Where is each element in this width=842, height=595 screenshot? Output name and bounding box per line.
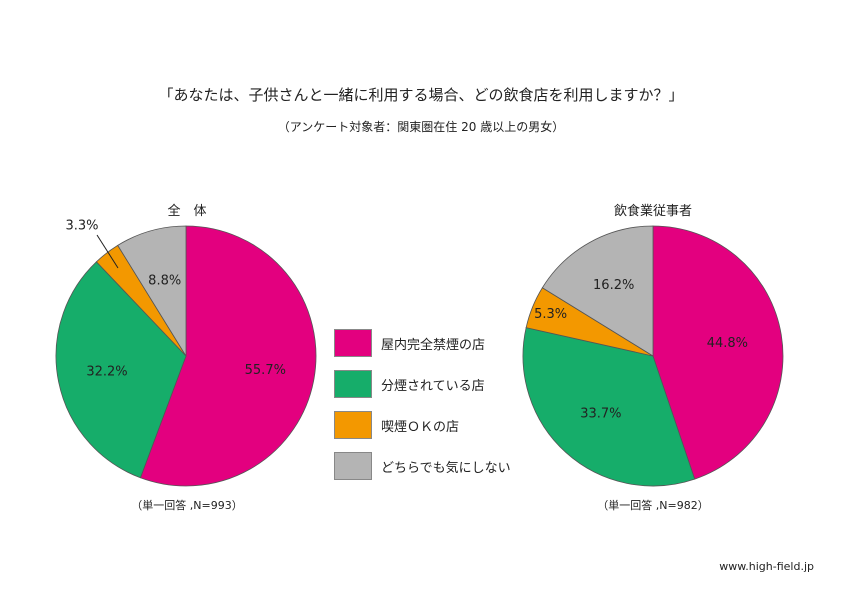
legend-swatch <box>334 452 372 480</box>
legend-item-smoking-ok: 喫煙ＯＫの店 <box>334 410 511 440</box>
pie-slice <box>139 225 317 487</box>
data-label: 44.8% <box>707 336 748 351</box>
data-label: 55.7% <box>245 363 286 378</box>
legend-label: 分煙されている店 <box>381 378 485 394</box>
chart-note-food-industry: （単一回答 ,N=982） <box>597 499 709 512</box>
page-title: 「あなたは、子供さんと一緒に利用する場合、どの飲食店を利用しますか？」 <box>158 86 684 104</box>
chart-title-overall: 全 体 <box>167 204 207 219</box>
legend-label: どちらでも気にしない <box>381 460 511 476</box>
pie-slice <box>522 327 696 487</box>
data-label: 3.3% <box>65 219 98 234</box>
legend: 屋内完全禁煙の店 分煙されている店 喫煙ＯＫの店 どちらでも気にしない <box>334 328 511 492</box>
legend-label: 屋内完全禁煙の店 <box>381 337 486 353</box>
source-url: www.high-field.jp <box>719 560 814 573</box>
data-label: 8.8% <box>148 274 181 289</box>
data-label: 33.7% <box>580 407 621 422</box>
pie-chart-food-industry: 44.8% 33.7% 5.3% 16.2% <box>522 225 784 487</box>
chart-title-food-industry: 飲食業従事者 <box>613 204 692 219</box>
leader-line <box>96 234 119 269</box>
pie-slice <box>55 261 187 479</box>
legend-swatch <box>334 329 372 357</box>
legend-swatch <box>334 370 372 398</box>
legend-label: 喫煙ＯＫの店 <box>381 419 460 435</box>
data-label: 16.2% <box>593 278 634 293</box>
data-label: 32.2% <box>86 365 127 380</box>
legend-item-no-preference: どちらでも気にしない <box>334 451 511 481</box>
legend-item-separated: 分煙されている店 <box>334 369 511 399</box>
data-label: 5.3% <box>534 307 567 322</box>
pie-slice <box>117 225 187 358</box>
pie-chart-overall: 55.7% 32.2% 3.3% 8.8% <box>55 219 317 487</box>
page-subtitle: （アンケート対象者：関東圏在住 20 歳以上の男女） <box>277 120 565 134</box>
chart-note-overall: （単一回答 ,N=993） <box>131 499 243 512</box>
pie-slice <box>541 225 654 357</box>
pie-slice <box>652 225 784 480</box>
legend-item-smoke-free: 屋内完全禁煙の店 <box>334 328 511 358</box>
legend-swatch <box>334 411 372 439</box>
